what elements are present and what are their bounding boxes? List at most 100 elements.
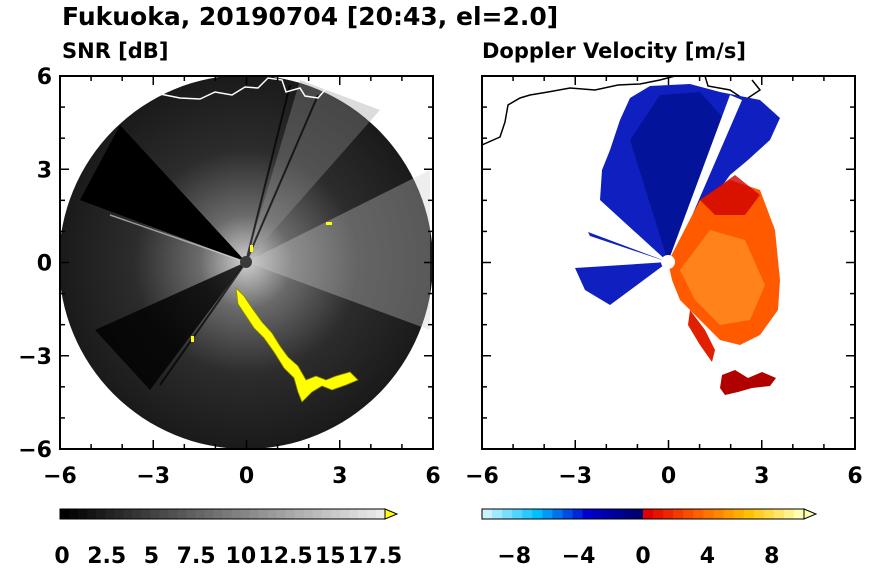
- doppler-colorbar-swatch: [532, 509, 543, 519]
- snr-ytick-label: −6: [18, 438, 52, 463]
- snr-colorbar-swatch: [240, 509, 251, 519]
- snr-colorbar-swatch: [78, 509, 88, 519]
- snr-white-streak: [109, 214, 247, 263]
- doppler-colorbar-swatch: [683, 509, 694, 519]
- doppler-colorbar-swatch: [673, 509, 684, 519]
- doppler-colorbar-swatch: [653, 509, 664, 519]
- snr-colorbar-swatch: [195, 509, 205, 519]
- snr-colorbar-tick-label: 7.5: [177, 544, 216, 569]
- snr-colorbar-swatch: [105, 509, 115, 519]
- snr-dark-sector-south: [95, 262, 246, 390]
- snr-echo-band: [235, 286, 359, 403]
- doppler-beam-gap: [668, 95, 742, 262]
- snr-colorbar-swatch: [258, 509, 269, 519]
- doppler-colorbar-swatch: [482, 509, 493, 519]
- doppler-colorbar-swatch: [643, 509, 654, 519]
- snr-colorbar-swatch: [366, 509, 377, 519]
- doppler-colorbar-swatch: [783, 509, 795, 519]
- doppler-colorbar-swatch: [572, 509, 584, 519]
- snr-coastline: [159, 77, 326, 100]
- snr-colorbar-swatch: [249, 509, 260, 519]
- doppler-colorbar-swatch: [582, 509, 594, 519]
- doppler-colorbar-tick-label: 4: [700, 544, 715, 569]
- snr-colorbar-tick-label: 15: [315, 544, 346, 569]
- doppler-xtick-label: 0: [661, 464, 676, 489]
- doppler-xtick-label: 6: [847, 464, 862, 489]
- snr-colorbar-swatch: [276, 509, 287, 519]
- snr-colorbar-swatch: [132, 509, 142, 519]
- doppler-xtick-label: 3: [754, 464, 769, 489]
- snr-plot-area: [60, 76, 433, 449]
- doppler-colorbar-tick-label: −4: [562, 544, 596, 569]
- snr-colorbar-swatch: [339, 509, 350, 519]
- snr-colorbar-swatch: [213, 509, 223, 519]
- snr-dark-sector: [80, 125, 246, 262]
- snr-colorbar: 0 2.5 5 7.5 10 12.5 15 17.5: [54, 508, 402, 569]
- doppler-colorbar-swatch: [502, 509, 513, 519]
- doppler-colorbar-swatch: [703, 509, 714, 519]
- snr-colorbar-swatch: [267, 509, 278, 519]
- doppler-colorbar-swatch: [773, 509, 785, 519]
- snr-ytick-label: −3: [18, 345, 52, 370]
- doppler-panel-title: Doppler Velocity [m/s]: [482, 39, 746, 63]
- doppler-colorbar-swatch: [512, 509, 523, 519]
- doppler-receding-core: [680, 230, 765, 325]
- doppler-plot-area: [482, 76, 780, 395]
- doppler-colorbar-swatch: [763, 509, 775, 519]
- doppler-colorbar-swatch: [562, 509, 574, 519]
- snr-colorbar-tick-label: 5: [144, 544, 159, 569]
- doppler-colorbar-swatch: [743, 509, 755, 519]
- snr-echo-speck-2: [191, 336, 194, 342]
- snr-colorbar-swatch: [330, 509, 341, 519]
- snr-colorbar-tick-label: 0: [54, 544, 69, 569]
- snr-axis-ticks: [59, 75, 434, 450]
- snr-colorbar-swatch: [150, 509, 160, 519]
- snr-colorbar-swatch: [96, 509, 106, 519]
- doppler-colorbar-swatch: [622, 509, 634, 519]
- snr-colorbar-tick-label: 10: [226, 544, 257, 569]
- snr-echo-speck-3: [250, 245, 253, 252]
- snr-xtick-label: −6: [43, 464, 77, 489]
- doppler-south-echo: [720, 370, 776, 395]
- doppler-colorbar-labels: −8 −4 0 4 8: [497, 544, 779, 569]
- snr-colorbar-swatch: [141, 509, 151, 519]
- snr-ytick-label: 0: [37, 252, 52, 277]
- doppler-colorbar-swatch: [723, 509, 735, 519]
- doppler-colorbar-swatch: [592, 509, 604, 519]
- snr-colorbar-swatch: [321, 509, 332, 519]
- snr-xtick-label: 6: [425, 464, 440, 489]
- doppler-colorbar-swatch: [542, 509, 553, 519]
- snr-colorbar-tick-label: 17.5: [348, 544, 402, 569]
- snr-colorbar-swatch: [168, 509, 178, 519]
- doppler-colorbar-swatch: [753, 509, 765, 519]
- doppler-axis-ticks: [481, 75, 856, 450]
- doppler-radar-site: [661, 255, 675, 269]
- snr-colorbar-swatch: [222, 509, 233, 519]
- doppler-west-wedge: [575, 262, 668, 305]
- snr-colorbar-extend-arrow: [384, 508, 399, 520]
- snr-colorbar-swatch: [375, 509, 386, 519]
- doppler-colorbar-swatch: [733, 509, 745, 519]
- snr-tick-labels: −6 −3 0 3 6 6 3 0 −3 −6: [18, 65, 440, 489]
- snr-colorbar-swatch: [231, 509, 242, 519]
- snr-colorbar-tick-label: 12.5: [258, 544, 312, 569]
- snr-colorbar-swatch: [357, 509, 368, 519]
- snr-colorbar-tick-label: 2.5: [87, 544, 126, 569]
- snr-xtick-label: −3: [136, 464, 170, 489]
- snr-bright-sector: [246, 170, 430, 330]
- doppler-approaching-dark: [630, 92, 725, 262]
- doppler-colorbar-extend-right: [803, 508, 818, 520]
- doppler-coastline: [482, 76, 762, 146]
- doppler-xtick-label: −6: [465, 464, 499, 489]
- doppler-colorbar-swatch: [632, 509, 644, 519]
- doppler-colorbar-tick-label: 8: [764, 544, 779, 569]
- snr-colorbar-swatch: [294, 509, 305, 519]
- snr-beam-streaks: [159, 84, 319, 386]
- doppler-colorbar-tick-label: −8: [497, 544, 531, 569]
- doppler-colorbar-swatch: [492, 509, 503, 519]
- doppler-colorbar-swatch: [612, 509, 624, 519]
- snr-colorbar-segments: [60, 509, 386, 519]
- doppler-colorbar-segments: [482, 509, 805, 519]
- snr-xtick-label: 0: [239, 464, 254, 489]
- snr-radar-site: [240, 256, 252, 268]
